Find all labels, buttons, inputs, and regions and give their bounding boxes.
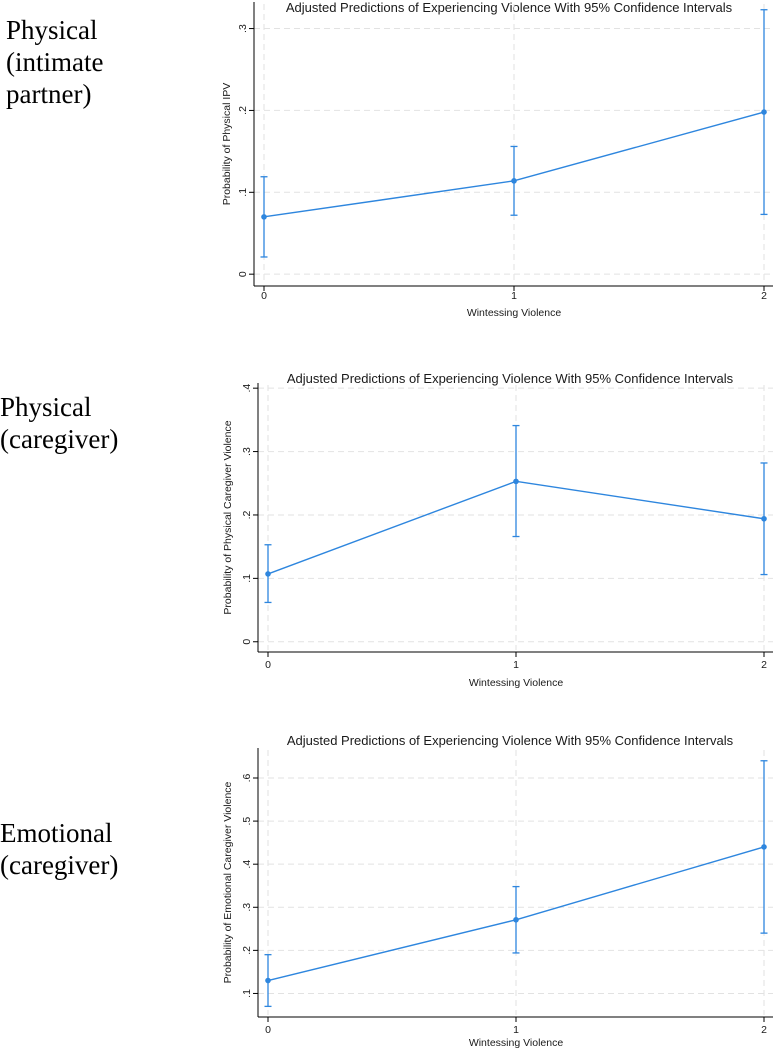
y-tick-label: .4 [241,860,253,869]
x-axis-label: Wintessing Violence [469,1037,564,1049]
x-tick-label: 0 [265,659,271,671]
chart-emotional-caregiver: Adjusted Predictions of Experiencing Vio… [222,733,773,1049]
row-label-line: (caregiver) [0,850,119,880]
chart-title: Adjusted Predictions of Experiencing Vio… [287,733,734,748]
data-point [513,916,519,923]
row-label-physical-caregiver: Physical (caregiver) [0,391,118,455]
data-point [761,515,767,522]
chart-physical-ipv: Adjusted Predictions of Experiencing Vio… [221,0,773,319]
y-tick-label: .2 [237,106,249,115]
data-point [265,571,271,577]
x-tick-label: 0 [265,1024,271,1036]
y-tick-label: .4 [241,384,253,393]
row-label-line: Physical [6,15,98,45]
row-label-line: (intimate [6,47,104,77]
y-tick-label: .1 [241,574,253,583]
data-point [261,214,267,220]
x-tick-label: 2 [761,659,767,671]
y-tick-label: .1 [237,188,249,197]
row-label-line: partner) [6,79,92,109]
y-tick-label: .6 [241,773,253,782]
chart-title: Adjusted Predictions of Experiencing Vio… [287,371,734,386]
y-tick-label: 0 [241,639,253,645]
x-tick-label: 2 [761,290,767,302]
x-axis-label: Wintessing Violence [467,307,562,319]
x-axis-label: Wintessing Violence [469,677,564,689]
y-tick-label: .3 [237,24,249,33]
x-tick-label: 1 [513,1024,519,1036]
row-label-line: Physical [0,392,92,422]
data-point [761,109,767,115]
x-tick-label: 1 [513,659,519,671]
x-tick-label: 0 [261,290,267,302]
y-axis-label: Probability of Physical Caregiver Violen… [222,420,234,614]
chart-title: Adjusted Predictions of Experiencing Vio… [286,0,733,15]
y-tick-label: .2 [241,946,253,955]
row-label-physical-ipv: Physical (intimate partner) [6,14,103,110]
x-tick-label: 2 [761,1024,767,1036]
y-tick-label: .1 [241,989,253,998]
data-point [513,478,519,485]
data-point [265,977,271,984]
row-label-line: Emotional [0,818,113,848]
y-tick-label: .5 [241,817,253,826]
data-point [761,844,767,850]
y-tick-label: .3 [241,903,253,912]
y-tick-label: .3 [241,447,253,456]
chart-physical-caregiver: Adjusted Predictions of Experiencing Vio… [222,371,773,689]
row-label-emotional-caregiver: Emotional (caregiver) [0,817,118,881]
y-axis-label: Probability of Emotional Caregiver Viole… [222,781,234,983]
data-point [511,178,517,184]
row-label-line: (caregiver) [0,424,119,454]
y-tick-label: 0 [237,271,249,277]
y-tick-label: .2 [241,510,253,519]
y-axis-label: Probability of Physical IPV [221,83,233,206]
x-tick-label: 1 [511,290,517,302]
